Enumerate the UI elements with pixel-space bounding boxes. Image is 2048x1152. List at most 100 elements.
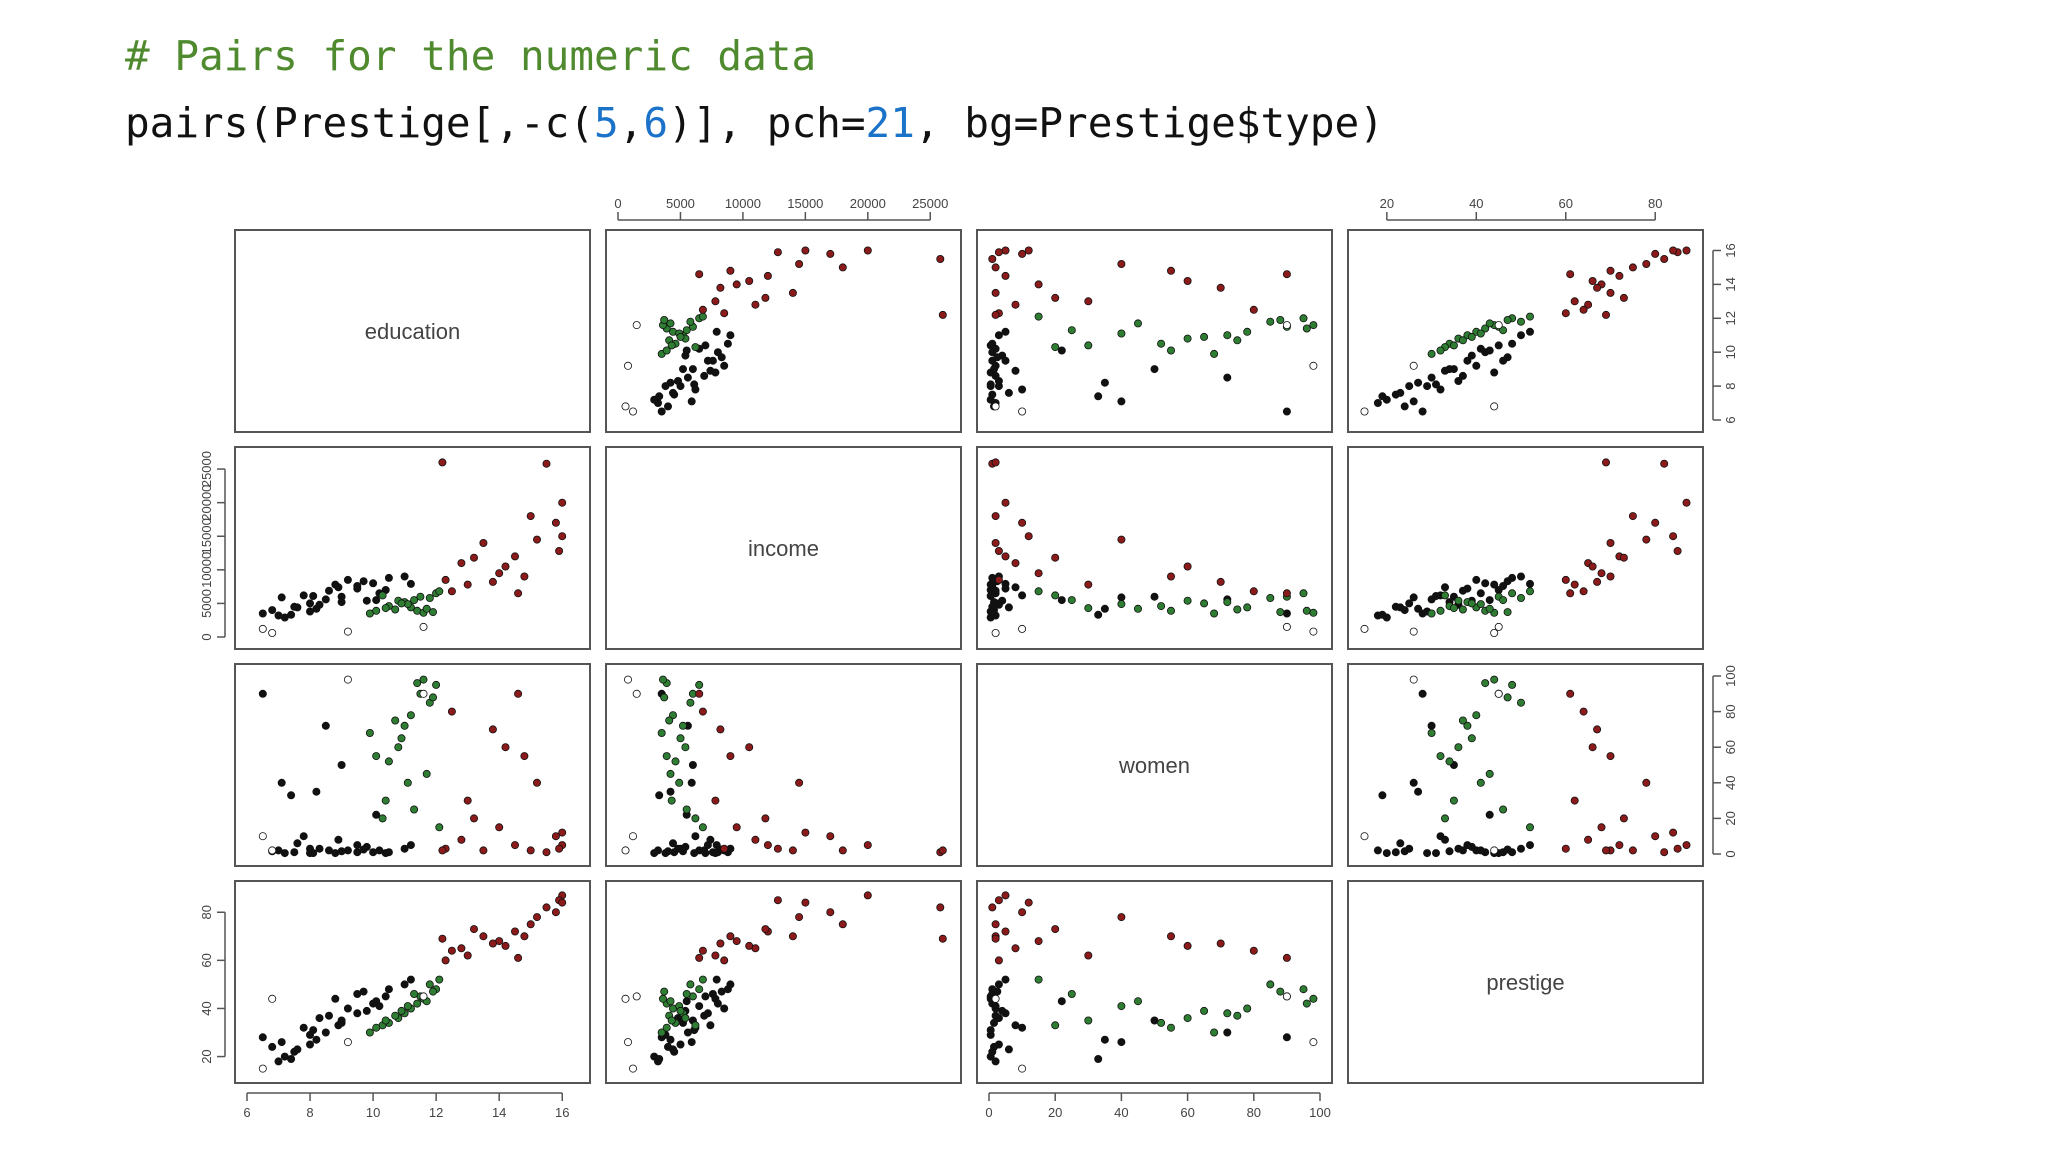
data-point-bc [1445,847,1454,856]
tick-label-right-education: 8 [1723,382,1738,389]
data-point-wc [1302,606,1311,615]
data-point-prof [1183,941,1192,950]
data-point-na [628,1064,637,1073]
data-point-bc [1150,1016,1159,1025]
panel-women-vs-prestige [1347,663,1704,867]
data-point-bc [299,591,308,600]
data-point-bc [290,848,299,857]
data-point-na [419,622,428,631]
data-point-wc [1427,609,1436,618]
data-point-na [621,402,630,411]
data-point-prof [1673,546,1682,555]
data-point-prof [1249,946,1258,955]
data-point-bc [668,388,677,397]
data-point-wc [1134,997,1143,1006]
data-point-bc [1057,596,1066,605]
data-point-prof [795,260,804,269]
data-point-bc [1094,392,1103,401]
data-point-prof [1018,518,1027,527]
data-point-wc [1508,680,1517,689]
data-point-bc [258,609,267,618]
data-point-wc [1476,329,1485,338]
data-point-na [1490,402,1499,411]
data-point-bc [1396,603,1405,612]
data-point-prof [1642,260,1651,269]
data-point-bc [299,1023,308,1032]
data-point-wc [666,997,675,1006]
data-point-wc [1034,975,1043,984]
data-point-bc [321,595,330,604]
data-point-wc [1233,605,1242,614]
data-point-prof [695,270,704,279]
data-point-wc [1436,346,1445,355]
data-point-prof [1642,535,1651,544]
tick-label-left-prestige: 20 [199,1049,214,1063]
data-point-wc [435,823,444,832]
data-point-bc [1490,368,1499,377]
data-point-prof [745,743,754,752]
data-point-bc [986,395,995,404]
data-point-bc [1223,373,1232,382]
data-point-bc [1378,392,1387,401]
data-point-wc [695,985,704,994]
data-point-prof [1084,580,1093,589]
data-point-wc [658,675,667,684]
data-point-bc [991,586,1000,595]
data-point-wc [1458,336,1467,345]
data-point-bc [1436,385,1445,394]
data-point-wc [1441,591,1450,600]
data-point-bc [683,373,692,382]
data-point-prof [711,796,720,805]
data-point-bc [701,341,710,350]
data-point-bc [268,1042,277,1051]
data-point-wc [1034,587,1043,596]
data-point-prof [763,841,772,850]
data-point-bc [708,356,717,365]
data-point-prof [551,908,560,917]
data-point-bc [287,610,296,619]
data-point-bc [277,778,286,787]
data-point-wc [1302,999,1311,1008]
data-point-wc [381,1016,390,1025]
data-point-prof [1282,953,1291,962]
code-number-token: 5 [594,99,619,147]
data-point-prof [716,283,725,292]
data-point-bc [1018,591,1027,600]
data-point-prof [826,832,835,841]
data-point-bc [666,787,675,796]
data-point-prof [510,927,519,936]
data-point-bc [990,1042,999,1051]
data-point-prof [1606,266,1615,275]
data-point-bc [306,607,315,616]
data-point-bc [324,586,333,595]
tick-label-right-women: 100 [1723,665,1738,687]
variable-label-women: women [1118,753,1190,778]
data-point-bc [268,606,277,615]
data-point-prof [1282,589,1291,598]
data-point-wc [1299,985,1308,994]
data-point-wc [372,1023,381,1032]
data-point-bc [650,849,659,858]
data-point-wc [1427,729,1436,738]
data-point-prof [1566,270,1575,279]
data-point-prof [711,951,720,960]
data-point-prof [1669,246,1678,255]
data-point-wc [1223,331,1232,340]
data-point-prof [1651,518,1660,527]
data-point-bc [991,371,1000,380]
data-point-prof [1216,283,1225,292]
data-point-bc [1427,721,1436,730]
data-point-prof [1615,271,1624,280]
data-point-wc [1508,589,1517,598]
data-point-wc [365,729,374,738]
data-point-prof [698,305,707,314]
data-point-prof [526,920,535,929]
data-point-prof [501,743,510,752]
data-point-bc [691,832,700,841]
data-point-bc [663,402,672,411]
data-point-prof [994,896,1003,905]
data-point-wc [666,769,675,778]
data-point-prof [1117,260,1126,269]
data-point-na [628,407,637,416]
data-point-bc [1004,388,1013,397]
